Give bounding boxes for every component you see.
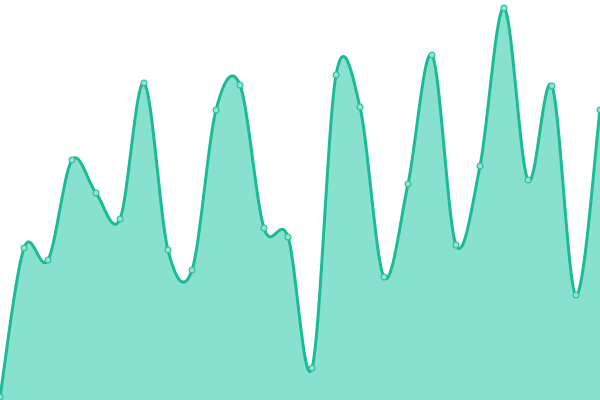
- data-point-25: [596, 106, 600, 114]
- data-point-19: [452, 241, 460, 249]
- data-point-12: [284, 233, 292, 241]
- data-point-8: [188, 266, 196, 274]
- data-point-18: [428, 51, 436, 59]
- data-point-2: [44, 256, 52, 264]
- data-point-7: [164, 246, 172, 254]
- data-point-11: [260, 224, 268, 232]
- data-point-24: [572, 291, 580, 299]
- data-point-20: [476, 162, 484, 170]
- data-point-10: [236, 81, 244, 89]
- data-point-4: [92, 189, 100, 197]
- area-fill: [0, 7, 600, 400]
- data-point-3: [68, 156, 76, 164]
- data-point-9: [212, 106, 220, 114]
- data-points: [0, 4, 600, 400]
- data-point-14: [332, 71, 340, 79]
- data-point-23: [548, 82, 556, 90]
- data-point-6: [140, 79, 148, 87]
- data-point-21: [500, 4, 508, 12]
- data-point-5: [116, 215, 124, 223]
- data-point-22: [524, 176, 532, 184]
- data-point-1: [20, 244, 28, 252]
- data-point-16: [380, 273, 388, 281]
- data-point-13: [308, 364, 316, 372]
- data-point-15: [356, 103, 364, 111]
- data-point-0: [0, 393, 4, 400]
- data-point-17: [404, 180, 412, 188]
